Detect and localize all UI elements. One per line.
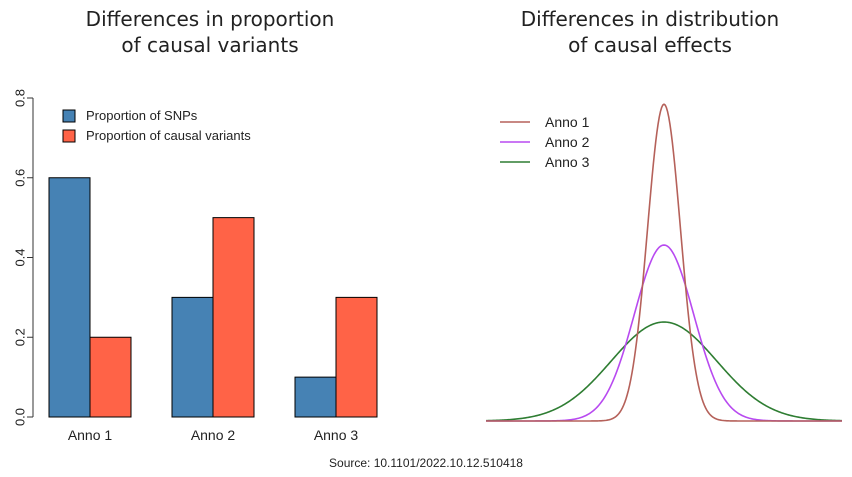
y-tick-label: 0.0	[13, 408, 28, 426]
legend-swatch	[62, 129, 76, 143]
density-curve-anno-1	[486, 103, 842, 422]
density-curve-anno-2	[486, 244, 842, 422]
x-tick-label: Anno 1	[68, 427, 113, 443]
x-tick-label: Anno 3	[314, 427, 359, 443]
y-tick-label: 0.6	[13, 169, 28, 187]
bar-causal	[212, 217, 255, 418]
right-title-line1: Differences in distribution	[520, 7, 780, 31]
y-tick-label: 0.2	[13, 328, 28, 346]
y-tick-label: 0.4	[13, 248, 28, 266]
density-curve-anno-3	[485, 321, 843, 422]
bar-causal	[335, 296, 378, 418]
left-chart-title: Differences in proportion of causal vari…	[40, 6, 380, 58]
legend-label: Anno 3	[545, 154, 590, 170]
bar-snps	[294, 376, 337, 418]
y-tick-label: 0.8	[13, 89, 28, 107]
right-title-line2: of causal effects	[568, 33, 732, 57]
left-title-line1: Differences in proportion	[85, 7, 335, 31]
legend-swatch	[62, 109, 76, 123]
right-chart-title: Differences in distribution of causal ef…	[470, 6, 830, 58]
bar-snps	[48, 177, 91, 418]
left-title-line2: of causal variants	[121, 33, 299, 57]
legend-label: Proportion of causal variants	[86, 128, 251, 143]
x-tick-label: Anno 2	[191, 427, 236, 443]
bar-causal	[89, 336, 132, 418]
source-caption: Source: 10.1101/2022.10.12.510418	[329, 456, 523, 470]
legend-label: Proportion of SNPs	[86, 108, 198, 123]
legend-label: Anno 1	[545, 114, 590, 130]
legend-label: Anno 2	[545, 134, 590, 150]
bar-snps	[171, 296, 214, 418]
